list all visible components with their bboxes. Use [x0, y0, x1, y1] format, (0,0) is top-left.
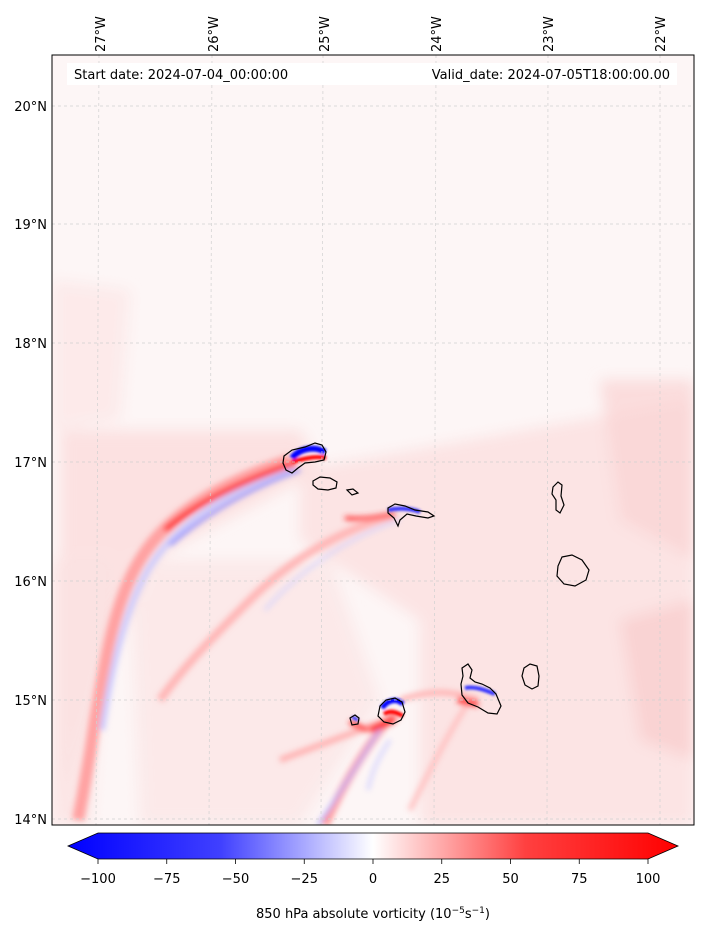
colorbar-tick-label: 25	[433, 872, 450, 887]
lat-label: 14°N	[14, 813, 47, 828]
lon-label: 25°W	[318, 16, 333, 52]
coastline-santa-luzia	[345, 488, 360, 496]
colorbar-tick-label: −25	[291, 872, 318, 887]
coastline-fogo	[377, 697, 406, 725]
colorbar-body	[66, 832, 680, 860]
southern-wakes	[278, 690, 479, 825]
colorbar-tick-label: −50	[222, 872, 249, 887]
latitude-labels: 20°N 19°N 18°N 17°N 16°N 15°N 14°N	[14, 100, 47, 828]
colorbar: −100 −75 −50 −25 0 25 50 75 100 850 hPa absolute…	[66, 832, 680, 922]
colorbar-ticks: −100 −75 −50 −25 0 25 50 75 100	[80, 859, 660, 887]
colorbar-label: 850 hPa absolute vorticity (10−5s−1)	[256, 906, 490, 922]
coastline-sal	[551, 481, 565, 514]
island-dipoles	[289, 445, 496, 722]
lat-label: 17°N	[14, 456, 47, 471]
lat-label: 20°N	[14, 100, 47, 115]
lat-label: 18°N	[14, 337, 47, 352]
lat-label: 15°N	[14, 694, 47, 709]
colorbar-tick-label: −75	[153, 872, 180, 887]
coastline-sao-nicolau	[387, 503, 436, 528]
gridlines	[52, 55, 694, 825]
lon-label: 22°W	[654, 16, 669, 52]
coastline-brava	[349, 714, 360, 726]
lon-label: 26°W	[207, 16, 222, 52]
lat-label: 19°N	[14, 218, 47, 233]
valid-date-label: Valid_date: 2024-07-05T18:00:00.00	[432, 68, 670, 83]
map-frame	[51, 54, 695, 826]
lat-label: 16°N	[14, 575, 47, 590]
coastline-sao-vicente	[312, 476, 338, 491]
colorbar-tick-label: 100	[636, 872, 661, 887]
lon-label: 27°W	[94, 16, 109, 52]
coastline-boa-vista	[556, 554, 590, 587]
colorbar-tick-label: 75	[571, 872, 588, 887]
island-coastlines	[282, 442, 590, 726]
colorbar-tick-label: 50	[502, 872, 519, 887]
coastline-santo-antao	[282, 442, 327, 474]
start-date-label: Start date: 2024-07-04_00:00:00	[74, 68, 288, 83]
colorbar-tick-label: −100	[80, 872, 116, 887]
background-shading	[52, 280, 694, 825]
colorbar-tick-label: 0	[369, 872, 377, 887]
coastline-santiago	[460, 663, 502, 715]
lon-label: 23°W	[542, 16, 557, 52]
coastline-maio	[521, 663, 540, 690]
longitude-labels: 27°W 26°W 25°W 24°W 23°W 22°W	[94, 16, 669, 52]
vorticity-field	[52, 55, 694, 825]
annotation-box	[67, 63, 677, 85]
shear-band	[72, 454, 301, 822]
lon-label: 24°W	[430, 16, 445, 52]
